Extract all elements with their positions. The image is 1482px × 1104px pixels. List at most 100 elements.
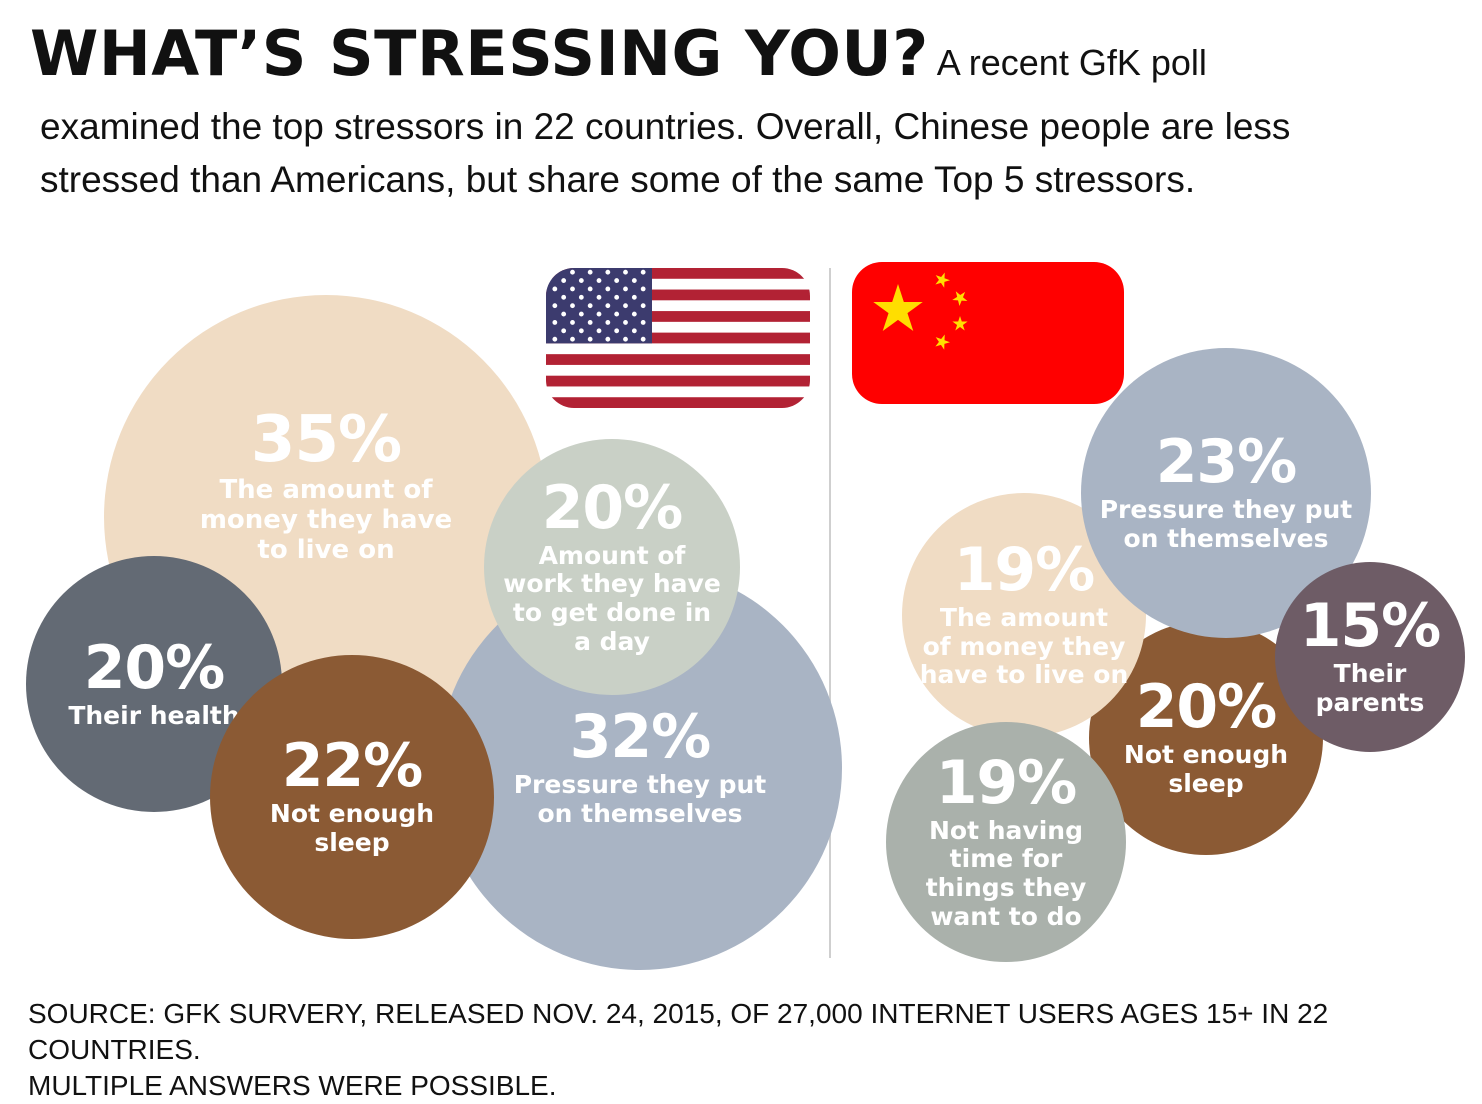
china-flag-star	[873, 284, 923, 332]
china-bubble: 23% Pressure they put on themselves	[1081, 348, 1371, 638]
china-bubble-label-line: want to do	[930, 901, 1082, 931]
us-bubble-label-line: to live on	[257, 534, 395, 565]
us-flag-star	[605, 286, 611, 292]
us-bubble-percent: 20%	[83, 632, 226, 703]
china-bubble-label-line: of money they	[922, 631, 1126, 661]
us-flag-star	[561, 294, 567, 300]
china-bubble-label: Not having time for things they want to do	[925, 816, 1087, 932]
us-bubble-label-line: Amount of	[538, 540, 686, 570]
china-bubble-label-line: Not enough	[1123, 740, 1289, 770]
us-flag-star	[631, 294, 637, 300]
intro-text-line-2: examined the top stressors in 22 countri…	[40, 106, 1291, 147]
us-flag-star	[578, 278, 584, 283]
china-bubble-label-line: Their	[1333, 659, 1407, 689]
china-bubble-label-line: Pressure they put	[1099, 495, 1353, 525]
us-flag-star	[587, 336, 593, 342]
china-bubble-label: Not enough sleep	[1123, 740, 1289, 799]
china-bubble-label: Pressure they put on themselves	[1099, 495, 1353, 554]
us-bubble-label-line: Their health	[68, 700, 240, 730]
source-note: SOURCE: GFK SURVERY, RELEASED NOV. 24, 2…	[28, 996, 1458, 1104]
us-flag-stripe	[546, 289, 810, 301]
china-bubble-percent: 15%	[1299, 591, 1442, 662]
us-flag-star	[552, 336, 558, 342]
us-flag-star	[623, 269, 628, 275]
us-flag-star	[587, 269, 593, 275]
china-bubble-label-line: sleep	[1168, 769, 1244, 798]
us-flag-stripe	[546, 375, 810, 387]
us-flag-star	[596, 278, 602, 283]
us-flag-stripe	[546, 332, 810, 344]
us-flag-star	[570, 269, 575, 275]
china-flag-star	[935, 272, 950, 288]
source-line-1: SOURCE: GFK SURVERY, RELEASED NOV. 24, 2…	[28, 998, 1329, 1065]
us-bubble-label-line: work they have	[503, 569, 721, 599]
china-flag-star	[952, 316, 968, 331]
china-bubble: 19% The amount of money they have to live o…	[902, 493, 1146, 737]
us-flag-star	[570, 320, 575, 325]
us-bubble-label: The amount of money they have to live on	[199, 475, 453, 566]
intro-text-line-1: A recent GfK poll	[936, 42, 1207, 83]
us-flag-icon	[546, 268, 810, 408]
us-flag-stripe	[546, 397, 810, 408]
us-flag-star	[578, 328, 584, 334]
us-flag-star	[552, 286, 558, 292]
china-flag-star	[952, 291, 968, 306]
us-bubble-label: Not enough sleep	[270, 799, 434, 858]
us-bubble-percent: 35%	[250, 403, 402, 478]
us-flag-star	[570, 286, 575, 292]
us-bubble-label-line: money they have	[199, 505, 453, 536]
us-flag-star	[596, 294, 602, 300]
china-flag-star	[935, 334, 950, 350]
us-bubble-label: Amount of work they have to get done in a d…	[503, 540, 721, 657]
us-flag-star	[640, 286, 646, 292]
us-bubble-label: Pressure they put on themselves	[514, 770, 767, 829]
us-flag-star	[578, 294, 584, 300]
us-flag-star	[570, 336, 575, 342]
china-flag-icon	[852, 262, 1124, 404]
us-flag-star	[623, 320, 628, 325]
us-flag-star	[605, 269, 611, 275]
us-flag-star	[561, 328, 567, 334]
us-flag-star	[623, 336, 628, 342]
us-bubble-percent: 32%	[569, 702, 712, 773]
us-flag-star	[623, 303, 628, 309]
china-bubble-label-line: time for	[949, 844, 1063, 874]
us-flag-star	[631, 311, 637, 317]
us-flag-star	[614, 294, 620, 300]
us-flag-star	[587, 320, 593, 325]
us-flag-star	[578, 311, 584, 317]
us-bubble: 22% Not enough sleep	[210, 655, 494, 939]
china-bubble-percent: 19%	[935, 747, 1078, 818]
us-flag-star	[561, 311, 567, 317]
us-flag-star	[605, 303, 611, 309]
china-bubble-label-line: have to live on	[919, 660, 1129, 690]
us-bubble-percent: 22%	[281, 731, 424, 802]
china-bubble-percent: 23%	[1155, 427, 1298, 498]
us-flag-star	[605, 336, 611, 342]
country-divider	[829, 268, 831, 958]
china-bubble-label-line: parents	[1315, 688, 1425, 717]
us-flag-star	[631, 328, 637, 334]
us-bubble-label-line: The amount of	[219, 475, 433, 506]
us-flag-stripe	[546, 354, 810, 365]
us-flag-star	[640, 303, 646, 309]
china-bubble-label-line: on themselves	[1123, 524, 1329, 553]
china-bubble-label-line: things they	[925, 873, 1087, 902]
us-flag-star	[587, 303, 593, 309]
us-flag-star	[587, 286, 593, 292]
page-title: WHAT’S STRESSING YOU?	[30, 17, 929, 90]
us-flag-star	[631, 278, 637, 283]
source-line-2: MULTIPLE ANSWERS WERE POSSIBLE.	[28, 1070, 557, 1101]
us-flag-graphic	[546, 268, 810, 408]
china-bubble: 19% Not having time for things they want to …	[886, 722, 1126, 962]
us-flag-star	[570, 303, 575, 309]
us-flag-star	[640, 320, 646, 325]
us-flag-star	[596, 311, 602, 317]
us-flag-star	[640, 269, 646, 275]
us-flag-star	[552, 269, 558, 275]
us-flag-star	[614, 278, 620, 283]
us-flag-star	[605, 320, 611, 325]
us-flag-star	[614, 328, 620, 334]
china-flag-graphic	[852, 262, 1124, 404]
us-bubble-percent: 20%	[541, 472, 684, 543]
